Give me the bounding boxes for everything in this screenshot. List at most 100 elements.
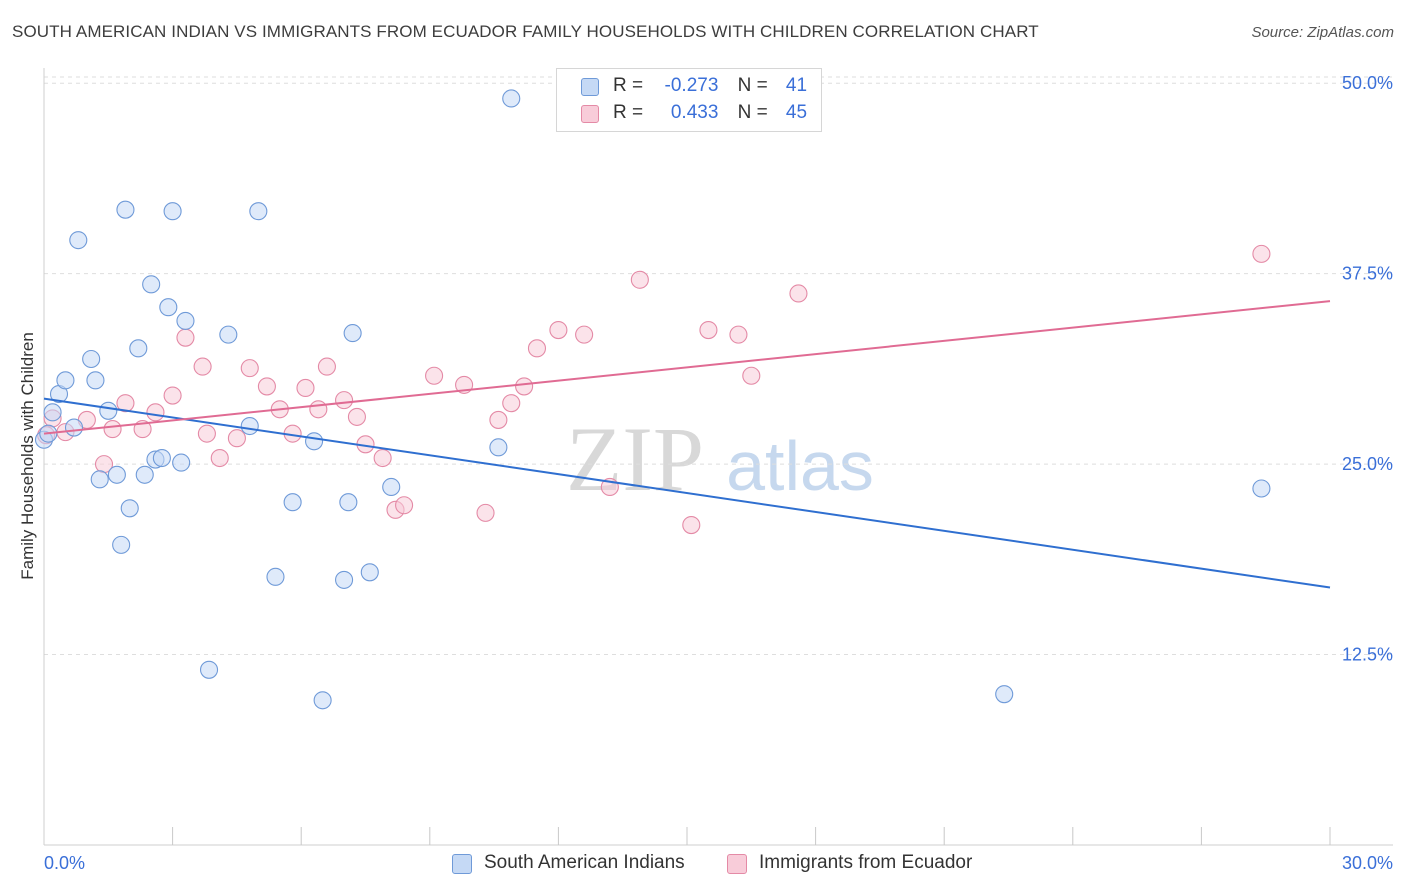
- series-immigrants-from-ecuador: [37, 244, 1271, 535]
- point-immigrants-from-ecuador: [257, 377, 276, 396]
- point-south-american-indians: [159, 298, 178, 317]
- chart-source: Source: ZipAtlas.com: [1251, 24, 1394, 41]
- point-immigrants-from-ecuador: [296, 378, 315, 397]
- point-south-american-indians: [489, 438, 508, 457]
- y-tick-labels: 12.5% 25.0% 37.5% 50.0%: [1342, 73, 1393, 664]
- chart-title: SOUTH AMERICAN INDIAN VS IMMIGRANTS FROM…: [12, 22, 1039, 41]
- point-immigrants-from-ecuador: [335, 391, 354, 410]
- trendline-south-american-indians: [43, 397, 1331, 589]
- point-south-american-indians: [335, 570, 354, 589]
- point-immigrants-from-ecuador: [699, 320, 718, 340]
- y-tick-label: 12.5%: [1342, 645, 1393, 665]
- point-immigrants-from-ecuador: [515, 377, 534, 396]
- point-immigrants-from-ecuador: [116, 394, 135, 413]
- point-south-american-indians: [219, 325, 238, 344]
- point-south-american-indians: [69, 231, 88, 250]
- point-south-american-indians: [129, 339, 148, 358]
- legend-n-label: N =: [737, 102, 768, 123]
- point-immigrants-from-ecuador: [395, 496, 414, 515]
- point-south-american-indians: [82, 349, 101, 369]
- legend-label-south-american-indians: South American Indians: [484, 852, 685, 873]
- point-immigrants-from-ecuador: [227, 429, 246, 448]
- point-immigrants-from-ecuador: [630, 270, 649, 289]
- legend-swatch-pink: [727, 854, 747, 874]
- legend-r-value-pink: 0.433: [670, 102, 719, 123]
- point-south-american-indians: [502, 89, 521, 108]
- point-immigrants-from-ecuador: [176, 328, 195, 347]
- point-immigrants-from-ecuador: [193, 357, 212, 376]
- point-south-american-indians: [56, 371, 75, 390]
- point-immigrants-from-ecuador: [575, 325, 594, 344]
- point-immigrants-from-ecuador: [197, 424, 216, 443]
- point-south-american-indians: [313, 691, 332, 710]
- point-south-american-indians: [1252, 479, 1271, 498]
- point-south-american-indians: [305, 432, 324, 451]
- point-immigrants-from-ecuador: [729, 325, 748, 344]
- legend-swatch-pink: [581, 105, 599, 123]
- point-south-american-indians: [163, 202, 182, 221]
- legend-n-label: N =: [737, 75, 768, 96]
- trendlines: [43, 300, 1331, 589]
- point-south-american-indians: [86, 371, 105, 390]
- stats-legend: R = -0.273 N = 41 R = 0.433 N = 45: [556, 68, 822, 132]
- point-south-american-indians: [112, 535, 131, 554]
- point-immigrants-from-ecuador: [146, 403, 165, 422]
- y-tick-label: 50.0%: [1342, 73, 1393, 93]
- point-immigrants-from-ecuador: [489, 410, 508, 429]
- point-south-american-indians: [120, 499, 139, 518]
- point-south-american-indians: [382, 477, 401, 497]
- legend-n-value-blue: 41: [785, 75, 808, 96]
- legend-r-label: R =: [613, 75, 644, 96]
- point-immigrants-from-ecuador: [425, 366, 444, 385]
- point-south-american-indians: [172, 453, 191, 472]
- point-south-american-indians: [90, 470, 109, 489]
- point-south-american-indians: [240, 416, 259, 436]
- legend-r-value-blue: -0.273: [664, 75, 719, 96]
- point-immigrants-from-ecuador: [1252, 244, 1271, 263]
- series-south-american-indians: [34, 89, 1271, 710]
- x-ticks: [172, 827, 1331, 845]
- point-south-american-indians: [995, 685, 1014, 704]
- legend-n-value-pink: 45: [785, 102, 808, 123]
- point-south-american-indians: [152, 448, 171, 468]
- point-south-american-indians: [249, 202, 268, 221]
- watermark-atlas: atlas: [726, 427, 874, 505]
- point-south-american-indians: [142, 275, 161, 294]
- x-tick-labels: 0.0% 30.0%: [44, 853, 1393, 873]
- point-immigrants-from-ecuador: [742, 366, 761, 385]
- point-south-american-indians: [283, 493, 302, 512]
- x-tick-label-max: 30.0%: [1342, 853, 1393, 873]
- point-south-american-indians: [116, 200, 135, 219]
- point-south-american-indians: [176, 311, 195, 330]
- point-immigrants-from-ecuador: [682, 516, 701, 535]
- point-immigrants-from-ecuador: [502, 394, 521, 413]
- trendline-immigrants-from-ecuador: [43, 300, 1331, 435]
- point-immigrants-from-ecuador: [240, 359, 259, 378]
- point-immigrants-from-ecuador: [549, 320, 568, 340]
- y-tick-label: 25.0%: [1342, 454, 1393, 474]
- legend-swatch-blue: [581, 78, 599, 96]
- y-tick-label: 37.5%: [1342, 264, 1393, 284]
- point-south-american-indians: [43, 403, 62, 422]
- axes: [43, 68, 1393, 846]
- legend-r-label: R =: [613, 102, 644, 123]
- point-south-american-indians: [199, 660, 219, 679]
- point-immigrants-from-ecuador: [527, 339, 547, 358]
- watermark-zip: ZIP: [566, 408, 704, 510]
- point-immigrants-from-ecuador: [210, 448, 229, 468]
- x-tick-label-min: 0.0%: [44, 853, 85, 873]
- point-immigrants-from-ecuador: [789, 284, 808, 303]
- point-immigrants-from-ecuador: [347, 407, 366, 426]
- point-immigrants-from-ecuador: [309, 400, 328, 419]
- legend-swatch-blue: [452, 854, 472, 874]
- point-immigrants-from-ecuador: [476, 503, 495, 522]
- point-south-american-indians: [64, 418, 84, 437]
- point-south-american-indians: [360, 563, 379, 582]
- point-south-american-indians: [339, 493, 358, 512]
- point-immigrants-from-ecuador: [373, 448, 392, 468]
- point-south-american-indians: [107, 465, 126, 484]
- point-immigrants-from-ecuador: [317, 357, 336, 376]
- legend-label-immigrants-from-ecuador: Immigrants from Ecuador: [759, 852, 973, 873]
- point-south-american-indians: [266, 567, 285, 586]
